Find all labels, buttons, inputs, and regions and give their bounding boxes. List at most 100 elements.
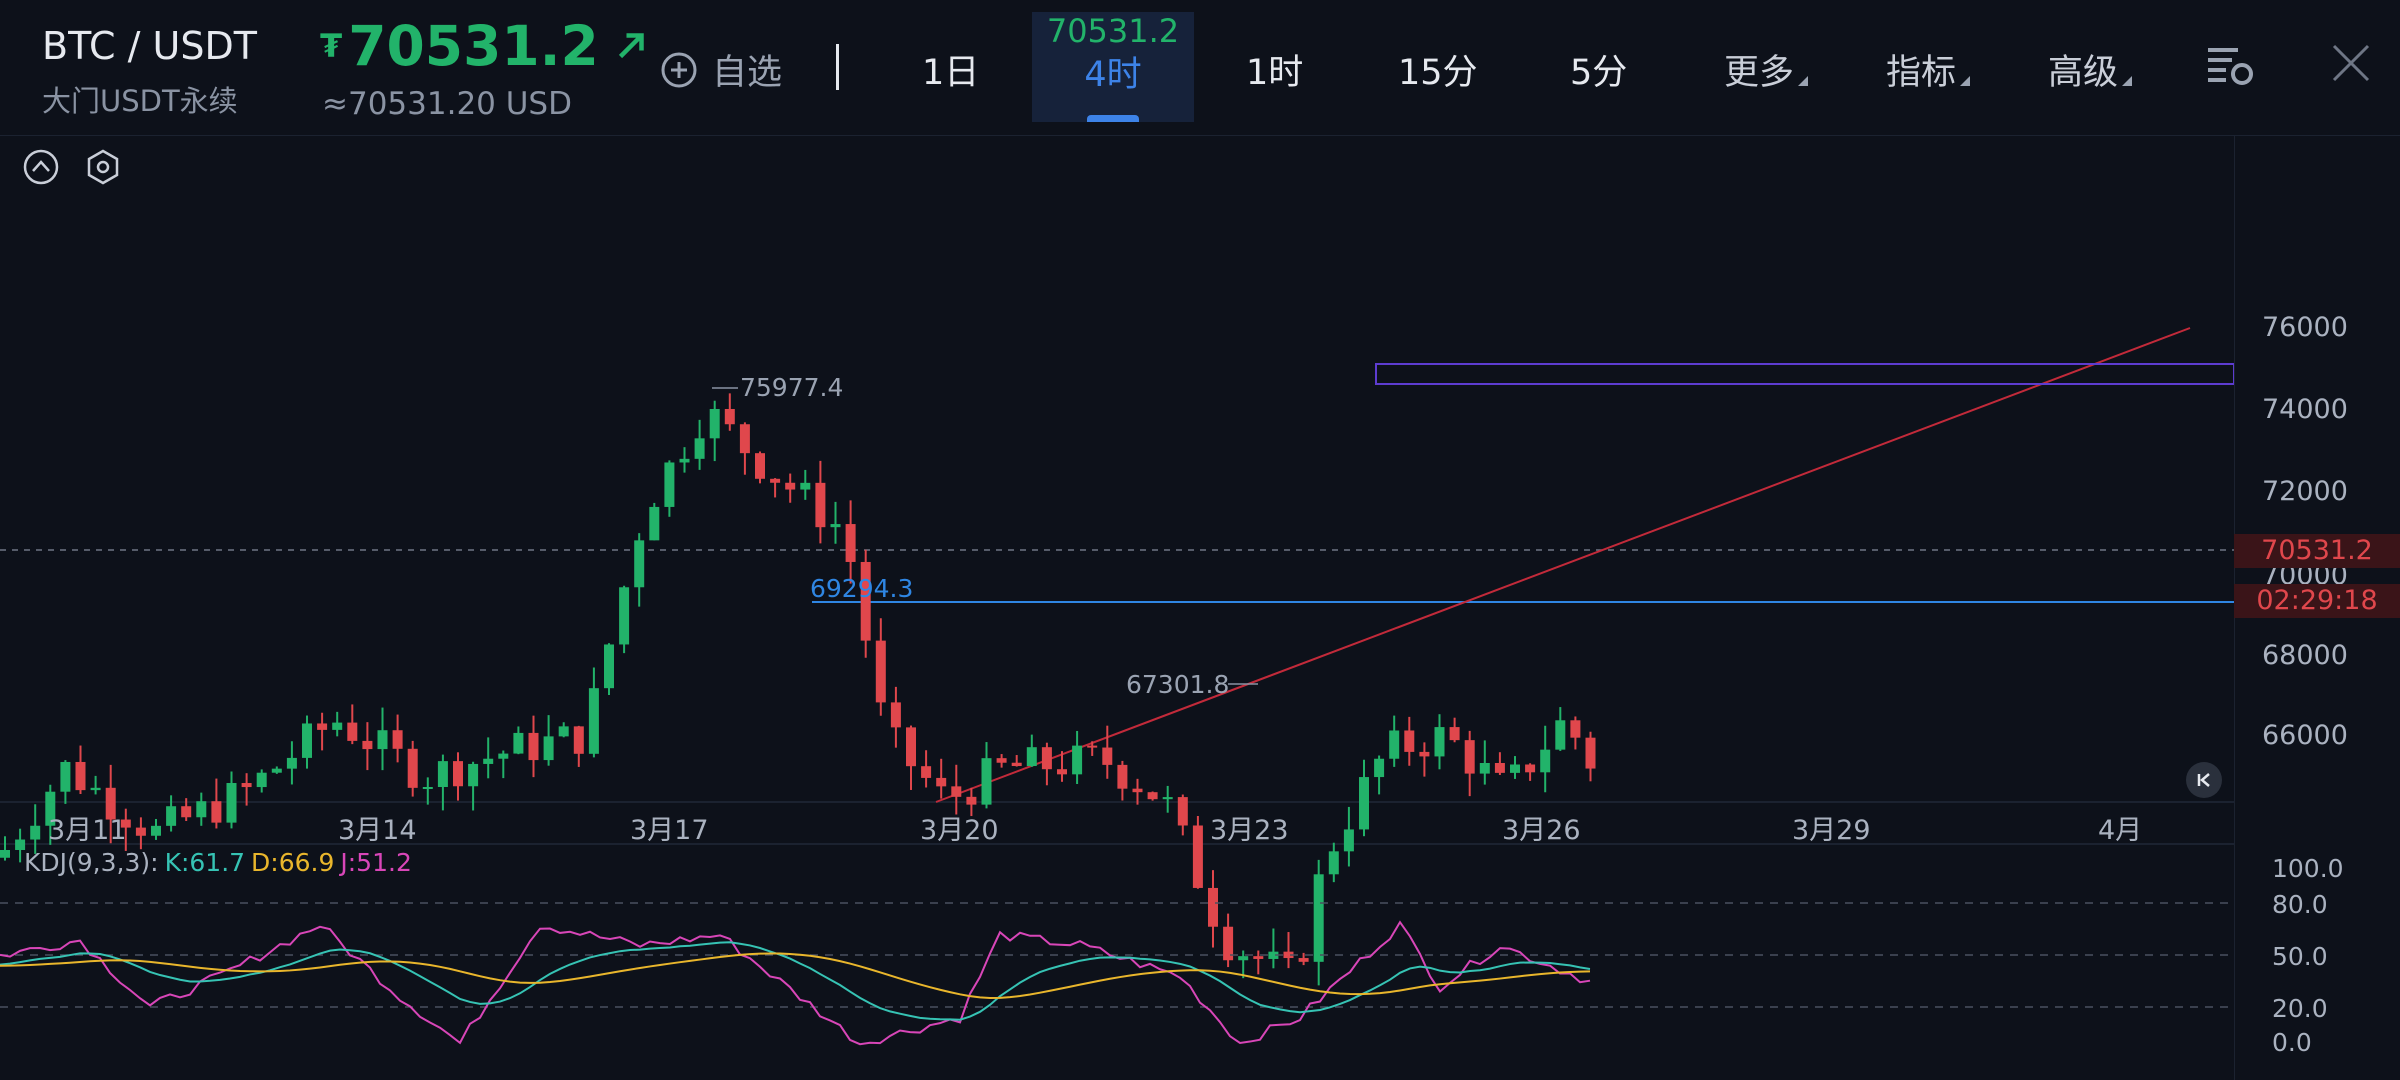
tab-15m[interactable]: 15分	[1398, 53, 1478, 93]
candle-body	[362, 740, 373, 750]
close-icon[interactable]	[2328, 40, 2374, 86]
candle-body	[1041, 747, 1052, 770]
candle-body	[332, 722, 343, 730]
x-tick: 3月23	[1210, 815, 1289, 846]
candle-body	[407, 748, 418, 788]
candle-body	[1404, 730, 1415, 752]
candle-body	[377, 730, 388, 750]
divider	[836, 44, 839, 90]
candle-body	[302, 723, 312, 758]
candle-body	[1464, 740, 1475, 774]
kdj-axis-label: 0.0	[2272, 1028, 2312, 1057]
rectangle-drawing[interactable]	[1375, 363, 2235, 385]
y-tick: 72000	[2262, 476, 2348, 507]
candle-body	[1087, 745, 1098, 748]
skip-to-end-icon	[2197, 773, 2210, 787]
tab-indicators-label: 指标	[1886, 53, 1957, 93]
y-tick: 76000	[2262, 312, 2348, 343]
candle-body	[347, 722, 358, 741]
candle-body	[256, 772, 267, 788]
trend-line-drawing[interactable]	[935, 327, 2191, 803]
candle-body	[483, 758, 494, 764]
candle-body	[513, 732, 524, 754]
candle-body	[317, 723, 328, 730]
tab-live-price: 70531.2	[1046, 12, 1180, 50]
candle-body	[45, 791, 56, 826]
candlesticks	[0, 393, 1596, 986]
x-tick: 3月14	[338, 815, 417, 846]
kdj-d-value: D:66.9	[251, 848, 335, 877]
kdj-d-line	[0, 952, 1591, 999]
usd-price: ≈70531.20 USD	[322, 86, 572, 122]
chart-toolbar	[22, 148, 122, 186]
candle-body	[664, 462, 675, 507]
candle-body	[1283, 951, 1294, 959]
tab-4h[interactable]: 70531.2 4时	[1032, 12, 1194, 122]
candle-body	[75, 761, 86, 791]
tab-indicators[interactable]: 指标	[1886, 44, 1971, 95]
tab-5m[interactable]: 5分	[1570, 53, 1628, 93]
candle-body	[1419, 751, 1430, 757]
candle-body	[906, 727, 916, 767]
kdj-j-value: J:51.2	[340, 848, 412, 877]
candle-body	[1162, 797, 1173, 800]
candle-body	[936, 777, 947, 787]
candle-body	[1585, 737, 1596, 769]
tab-more-label: 更多	[1724, 53, 1795, 93]
last-price: ₮ 70531.2	[320, 14, 649, 78]
candle-body	[453, 761, 463, 787]
candle-body	[1117, 764, 1128, 789]
kdj-axis-label: 80.0	[2272, 890, 2328, 919]
candle-body	[981, 758, 992, 805]
candle-body	[392, 730, 403, 749]
candle-body	[755, 453, 765, 479]
y-tick: 68000	[2262, 640, 2348, 671]
collapse-chevron-icon[interactable]	[22, 148, 60, 186]
candle-body	[694, 438, 705, 459]
x-tick: 3月26	[1502, 815, 1581, 846]
go-to-latest-button[interactable]	[2186, 762, 2222, 798]
contract-subtitle: 大门USDT永续	[42, 84, 238, 118]
pair-title[interactable]: BTC / USDT	[42, 24, 257, 68]
candle-body	[770, 478, 781, 483]
candle-body	[1479, 762, 1490, 774]
candle-body	[1434, 727, 1445, 757]
kdj-name: KDJ(9,3,3):	[24, 848, 159, 877]
candle-body	[105, 787, 116, 820]
kdj-axis-label: 50.0	[2272, 942, 2328, 971]
candle-body	[996, 758, 1007, 763]
candle-body	[1525, 764, 1536, 773]
candle-body	[15, 839, 26, 850]
candle-body	[634, 540, 645, 588]
tab-more[interactable]: 更多	[1724, 44, 1809, 95]
chart-settings-icon[interactable]	[2204, 40, 2256, 92]
add-favorite-button[interactable]: 自选	[660, 44, 782, 95]
candle-body	[1102, 747, 1113, 765]
candle-body	[1328, 851, 1339, 875]
candle-body	[271, 768, 282, 773]
tab-advanced[interactable]: 高级	[2048, 44, 2133, 95]
candle-body	[1253, 956, 1264, 959]
candle-body	[966, 796, 977, 805]
tab-4h-label: 4时	[1084, 55, 1142, 95]
candle-body	[120, 819, 131, 828]
candle-body	[498, 753, 509, 759]
candle-body	[1298, 958, 1309, 962]
candle-body	[30, 825, 41, 840]
candle-body	[241, 783, 252, 788]
candle-body	[573, 726, 584, 754]
candle-body	[60, 761, 71, 792]
tab-1d[interactable]: 1日	[922, 53, 980, 93]
candle-body	[1555, 720, 1566, 750]
kdj-axis-label: 20.0	[2272, 994, 2328, 1023]
candle-body	[1359, 777, 1369, 830]
candle-body	[1132, 788, 1143, 793]
y-tick: 66000	[2262, 720, 2348, 751]
candle-body	[921, 766, 932, 778]
tab-1h[interactable]: 1时	[1246, 53, 1304, 93]
hexagon-settings-icon[interactable]	[84, 148, 122, 186]
candle-body	[1268, 951, 1279, 959]
favorite-label: 自选	[712, 53, 783, 93]
candle-body	[558, 726, 569, 737]
